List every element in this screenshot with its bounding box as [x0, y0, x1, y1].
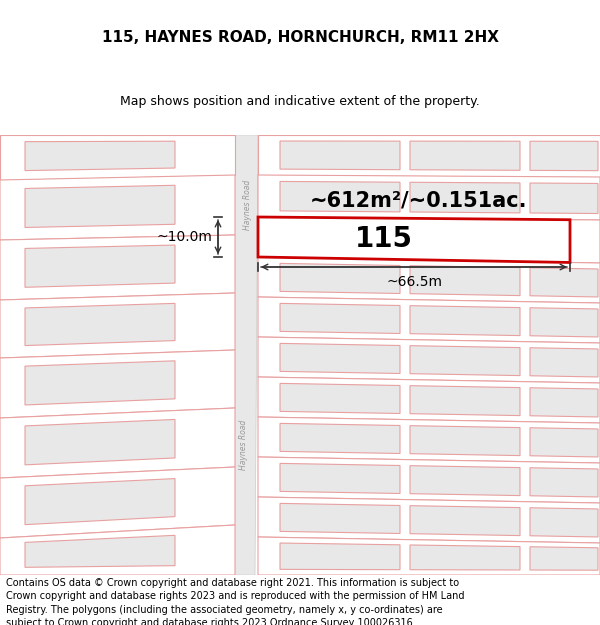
Text: ~612m²/~0.151ac.: ~612m²/~0.151ac.: [310, 190, 527, 210]
Polygon shape: [258, 217, 570, 262]
Polygon shape: [0, 467, 235, 538]
Polygon shape: [410, 426, 520, 456]
Polygon shape: [0, 408, 235, 478]
Polygon shape: [25, 536, 175, 568]
Polygon shape: [280, 383, 400, 414]
Text: ~10.0m: ~10.0m: [156, 230, 212, 244]
Polygon shape: [280, 423, 400, 454]
Polygon shape: [0, 235, 235, 300]
Text: ~66.5m: ~66.5m: [386, 275, 442, 289]
Polygon shape: [530, 547, 598, 570]
Polygon shape: [25, 419, 175, 465]
Polygon shape: [410, 466, 520, 496]
Polygon shape: [530, 508, 598, 537]
Polygon shape: [530, 388, 598, 417]
Polygon shape: [280, 503, 400, 534]
Text: 115, HAYNES ROAD, HORNCHURCH, RM11 2HX: 115, HAYNES ROAD, HORNCHURCH, RM11 2HX: [101, 30, 499, 45]
Polygon shape: [25, 245, 175, 288]
Polygon shape: [410, 141, 520, 170]
Polygon shape: [25, 141, 175, 171]
Polygon shape: [410, 545, 520, 570]
Polygon shape: [410, 306, 520, 336]
Polygon shape: [25, 185, 175, 228]
Polygon shape: [258, 537, 600, 575]
Polygon shape: [258, 377, 600, 423]
Polygon shape: [258, 135, 600, 177]
Polygon shape: [410, 386, 520, 416]
Polygon shape: [25, 361, 175, 405]
Polygon shape: [410, 346, 520, 376]
Polygon shape: [0, 175, 235, 240]
Polygon shape: [0, 135, 235, 180]
Polygon shape: [530, 268, 598, 297]
Polygon shape: [280, 463, 400, 494]
Polygon shape: [280, 303, 400, 334]
Polygon shape: [280, 263, 400, 294]
Polygon shape: [258, 257, 600, 303]
Polygon shape: [232, 135, 258, 575]
Polygon shape: [0, 525, 235, 575]
Polygon shape: [258, 297, 600, 343]
Polygon shape: [410, 182, 520, 213]
Polygon shape: [258, 217, 600, 263]
Polygon shape: [258, 175, 600, 220]
Polygon shape: [0, 293, 235, 358]
Polygon shape: [258, 457, 600, 503]
Polygon shape: [530, 141, 598, 171]
Polygon shape: [258, 417, 600, 463]
Polygon shape: [410, 506, 520, 536]
Polygon shape: [530, 468, 598, 497]
Polygon shape: [410, 266, 520, 296]
Polygon shape: [25, 303, 175, 346]
Polygon shape: [280, 343, 400, 374]
Polygon shape: [280, 543, 400, 569]
Polygon shape: [25, 479, 175, 524]
Polygon shape: [530, 348, 598, 377]
Polygon shape: [530, 308, 598, 337]
Polygon shape: [280, 141, 400, 170]
Polygon shape: [530, 183, 598, 214]
Polygon shape: [530, 428, 598, 457]
Text: Contains OS data © Crown copyright and database right 2021. This information is : Contains OS data © Crown copyright and d…: [6, 578, 464, 625]
Polygon shape: [0, 350, 235, 418]
Text: Haynes Road: Haynes Road: [242, 180, 251, 230]
Polygon shape: [258, 497, 600, 543]
Text: 115: 115: [355, 225, 413, 253]
Text: Haynes Road: Haynes Road: [239, 420, 248, 470]
Polygon shape: [258, 337, 600, 383]
Text: Map shows position and indicative extent of the property.: Map shows position and indicative extent…: [120, 95, 480, 108]
Polygon shape: [280, 181, 400, 212]
